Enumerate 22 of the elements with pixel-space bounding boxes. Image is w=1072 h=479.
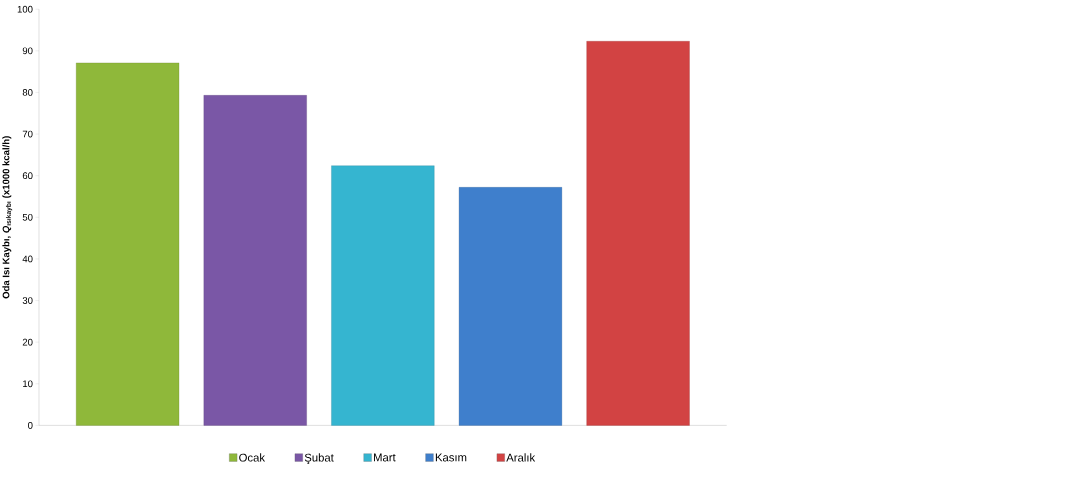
y-tick-label: 100 <box>17 6 33 13</box>
y-tick-label: 30 <box>22 297 33 305</box>
y-tick-label: 60 <box>22 172 33 180</box>
y-tick-label: 0 <box>28 422 33 429</box>
legend-label: Ocak <box>239 453 266 462</box>
y-tick-label: 10 <box>23 380 33 388</box>
bar <box>76 62 180 426</box>
bar <box>203 95 307 426</box>
bar <box>586 41 690 426</box>
legend-label: Mart <box>374 453 396 462</box>
legend-label: Şubat <box>304 453 334 465</box>
bar <box>458 187 563 426</box>
y-tick-label: 40 <box>22 255 33 263</box>
y-tick-label: 50 <box>22 214 33 221</box>
y-tick-label: 80 <box>22 89 33 97</box>
legend-label: Kasım <box>435 453 467 462</box>
y-tick-label: 20 <box>22 339 33 346</box>
legend-label: Aralık <box>506 453 536 462</box>
y-tick-label: 70 <box>22 130 33 138</box>
y-axis-title: Oda Isı Kaybı, Q$_{ısıkaybı}$ (x1000 kcal/h) <box>2 136 13 299</box>
bar <box>331 165 435 426</box>
y-tick-label: 90 <box>22 47 33 55</box>
